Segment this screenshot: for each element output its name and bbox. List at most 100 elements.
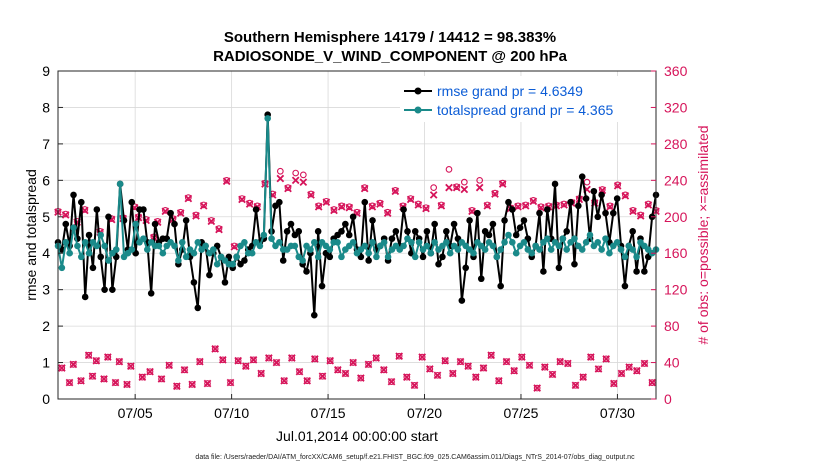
obs-possible-point (200, 201, 208, 209)
rmse-point (466, 217, 473, 224)
obs-possible-point (250, 356, 257, 364)
rmse-point (509, 206, 516, 213)
obs-assimilated-point (402, 373, 411, 381)
obs-assimilated-point (203, 379, 212, 388)
obs-possible-point (572, 381, 579, 389)
rmse-point (551, 180, 559, 188)
obs-assimilated-point (222, 177, 231, 186)
rmse-point (303, 268, 310, 275)
obs-assimilated-point (211, 345, 220, 353)
obs-assimilated-point (425, 365, 434, 373)
y-axis-right-label: # of obs: o=possible; ×=assimilated (695, 125, 711, 344)
obs-possible-point (602, 355, 610, 363)
obs-possible-point (606, 202, 614, 210)
obs-possible-point (549, 371, 556, 378)
obs-possible-point (391, 187, 399, 194)
obs-assimilated-point (510, 366, 519, 375)
obs-possible-point (345, 203, 353, 211)
spread-point (326, 246, 334, 253)
obs-possible-point (142, 216, 150, 223)
obs-possible-point (453, 183, 461, 191)
obs-possible-point (234, 357, 242, 365)
obs-possible-point (541, 363, 549, 371)
spread-point (334, 238, 341, 246)
obs-assimilated-point (460, 185, 469, 194)
obs-possible-point (104, 353, 112, 361)
y-tick-label-left: 7 (42, 136, 50, 152)
obs-possible-point (276, 167, 284, 175)
obs-assimilated-point (322, 198, 331, 207)
obs-possible-point (476, 176, 484, 184)
rmse-point (241, 257, 248, 264)
spread-point (264, 115, 271, 122)
obs-assimilated-point (418, 353, 427, 361)
obs-possible-point (85, 351, 93, 359)
obs-assimilated-point (314, 202, 323, 211)
y-tick-label-right: 360 (664, 63, 688, 79)
obs-possible-point (384, 208, 392, 216)
spread-point (505, 231, 512, 239)
spread-point (132, 220, 139, 228)
rmse-point (252, 206, 260, 213)
spread-point (602, 235, 609, 242)
obs-assimilated-point (276, 174, 285, 183)
obs-possible-point (146, 368, 154, 376)
rmse-point (411, 228, 419, 235)
rmse-point (613, 195, 621, 202)
rmse-point (276, 198, 283, 206)
rmse-point (365, 257, 372, 264)
obs-assimilated-point (464, 362, 473, 371)
obs-possible-point (257, 370, 265, 377)
obs-possible-point (629, 207, 637, 214)
footer-data-file: data file: /Users/raeder/DAI/ATM_forcXX/… (195, 454, 635, 461)
obs-assimilated-point (579, 373, 588, 381)
obs-assimilated-point (487, 351, 496, 360)
rmse-point (609, 209, 617, 217)
obs-possible-point (587, 353, 595, 361)
obs-possible-point (138, 373, 146, 381)
rmse-point (128, 198, 136, 206)
obs-assimilated-point (372, 354, 381, 362)
obs-possible-point (92, 357, 100, 365)
obs-assimilated-point (195, 357, 204, 366)
obs-possible-point (227, 379, 234, 386)
legend-rmse-label: rmse grand pr = 4.6349 (437, 83, 583, 99)
obs-possible-point (418, 353, 426, 361)
spread-point (543, 235, 551, 242)
obs-assimilated-point (123, 380, 131, 389)
obs-possible-point (238, 195, 246, 202)
obs-assimilated-point (533, 384, 542, 392)
obs-assimilated-point (84, 351, 93, 360)
obs-assimilated-point (57, 364, 66, 372)
obs-assimilated-point (648, 378, 657, 387)
obs-possible-point (204, 380, 211, 387)
rmse-point (458, 297, 466, 304)
obs-assimilated-point (165, 361, 174, 370)
obs-assimilated-point (364, 360, 373, 369)
rmse-point (171, 220, 178, 228)
rmse-point (388, 235, 396, 242)
rmse-point (462, 264, 470, 272)
obs-assimilated-point (475, 183, 484, 192)
obs-possible-point (299, 171, 307, 179)
obs-possible-point (181, 366, 188, 374)
obs-possible-point (449, 370, 457, 377)
spread-point (93, 242, 101, 250)
spread-point (171, 242, 178, 250)
spread-point (501, 238, 508, 246)
rmse-point (89, 264, 97, 272)
obs-possible-point (273, 359, 280, 366)
rmse-point (93, 206, 101, 213)
rmse-point (516, 224, 524, 232)
obs-assimilated-point (636, 212, 645, 220)
obs-assimilated-point (310, 355, 319, 363)
spread-point (598, 246, 605, 253)
y-tick-label-left: 4 (42, 245, 50, 261)
obs-possible-point (319, 372, 326, 380)
chart-title-line2: RADIOSONDE_V_WIND_COMPONENT @ 200 hPa (213, 48, 568, 65)
obs-possible-point (242, 362, 250, 370)
rmse-point (501, 217, 508, 224)
spread-point (408, 238, 415, 246)
y-tick-label-right: 80 (664, 318, 680, 334)
spread-point (365, 249, 372, 257)
